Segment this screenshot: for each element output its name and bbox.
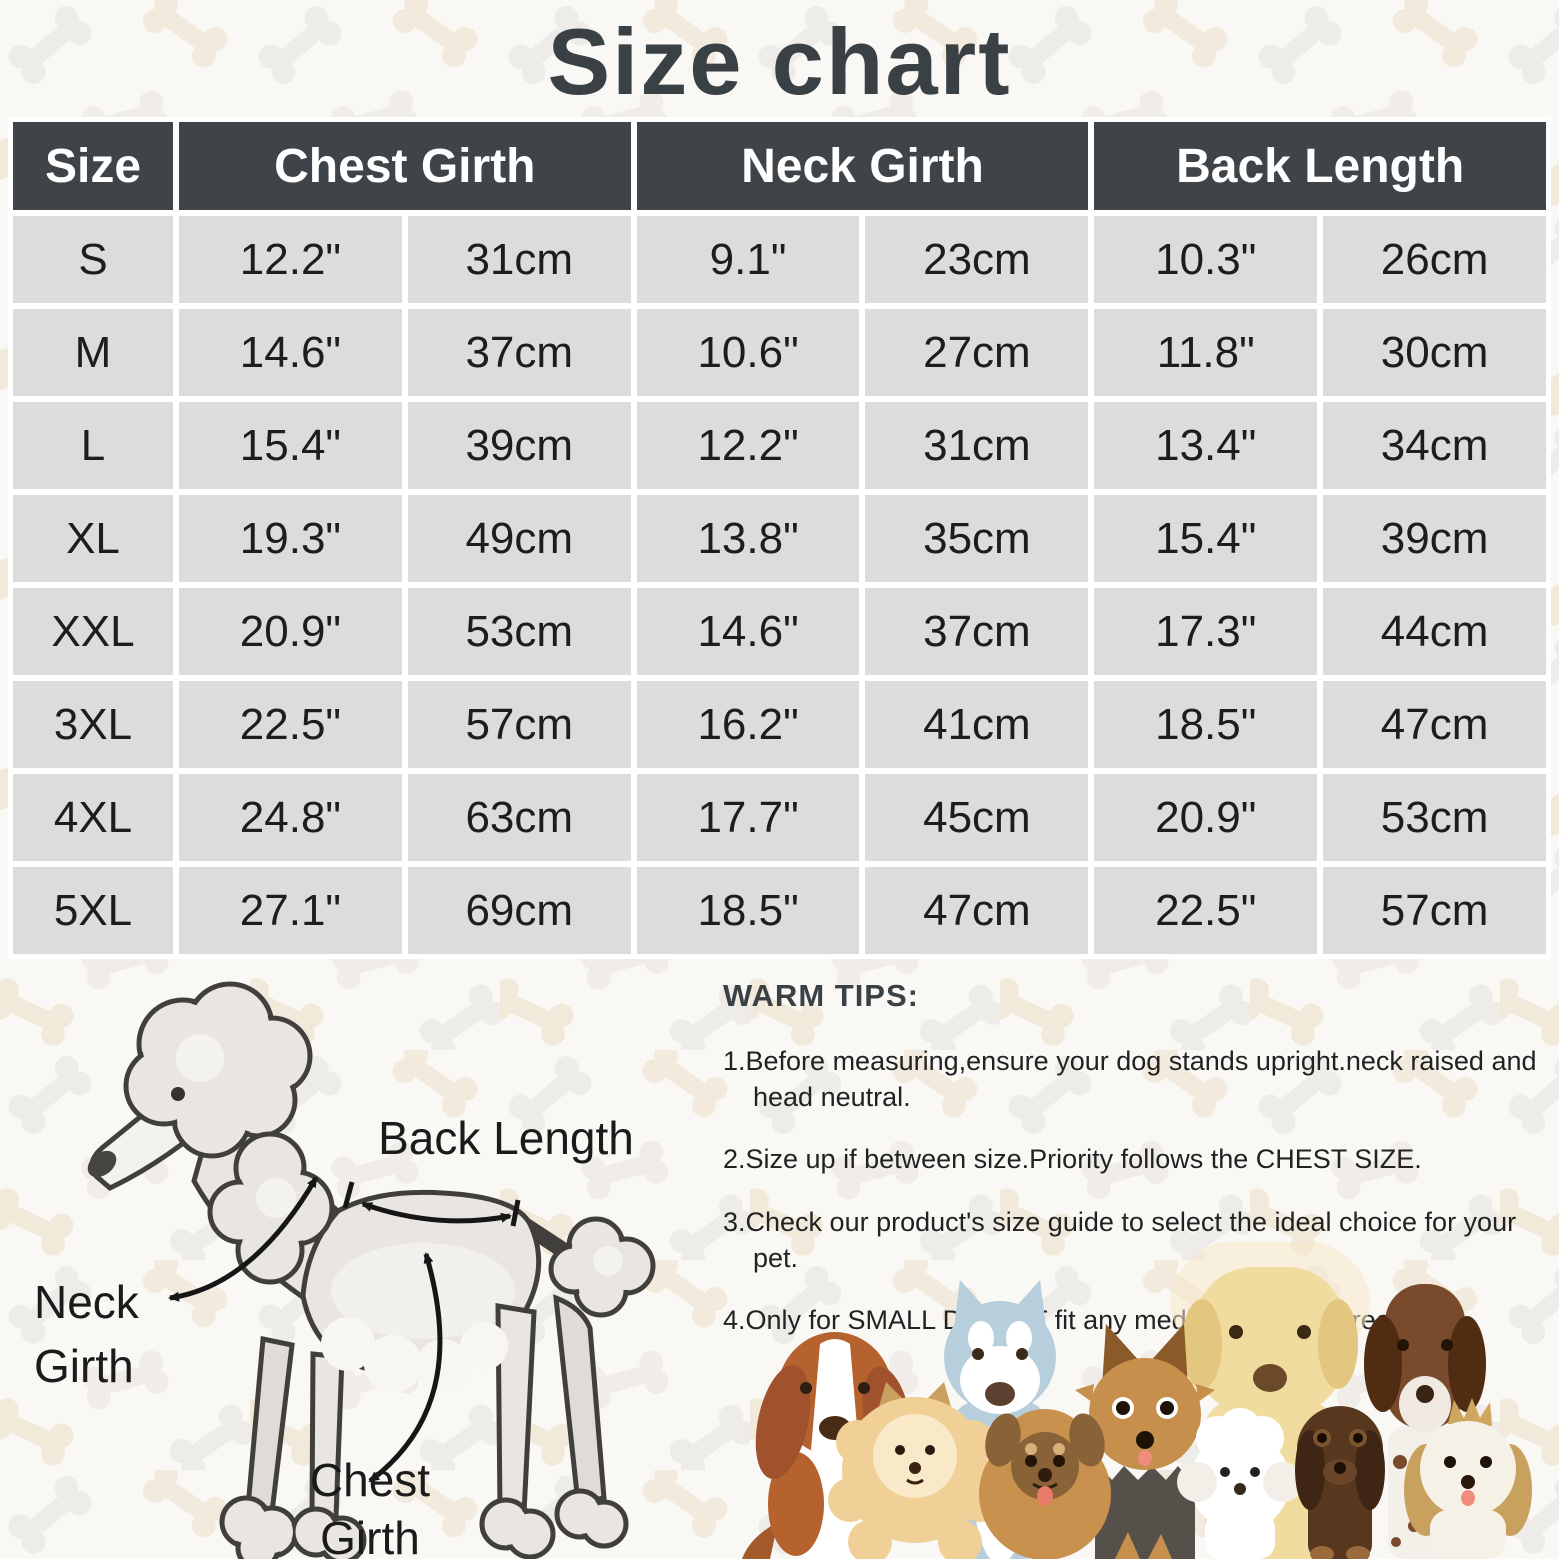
warm-tip-2: 2.Size up if between size.Priority follo… bbox=[723, 1144, 1422, 1175]
cell-back-cm: 30cm bbox=[1323, 309, 1546, 396]
back-length-tick-right bbox=[510, 1199, 521, 1227]
cell-back-inch: 22.5" bbox=[1094, 867, 1318, 954]
cell-chest-inch: 15.4" bbox=[179, 402, 402, 489]
cell-back-cm: 39cm bbox=[1323, 495, 1546, 582]
column-header-size: Size bbox=[13, 122, 173, 210]
cell-neck-inch: 18.5" bbox=[636, 867, 860, 954]
cell-chest-cm: 49cm bbox=[407, 495, 631, 582]
dogs-group-illustration bbox=[742, 1242, 1532, 1559]
cell-chest-cm: 57cm bbox=[407, 681, 631, 768]
cell-size: M bbox=[13, 309, 173, 396]
cell-chest-inch: 27.1" bbox=[179, 867, 402, 954]
cell-neck-inch: 14.6" bbox=[636, 588, 860, 675]
cell-back-inch: 17.3" bbox=[1094, 588, 1318, 675]
cell-back-inch: 20.9" bbox=[1094, 774, 1318, 861]
column-header-chest-girth: Chest Girth bbox=[179, 122, 631, 210]
cell-size: XXL bbox=[13, 588, 173, 675]
cell-chest-inch: 22.5" bbox=[179, 681, 402, 768]
cell-neck-inch: 10.6" bbox=[636, 309, 860, 396]
dog-poodle-puppy bbox=[1177, 1408, 1303, 1559]
cell-back-cm: 34cm bbox=[1323, 402, 1546, 489]
cell-chest-inch: 19.3" bbox=[179, 495, 402, 582]
cell-chest-cm: 31cm bbox=[407, 216, 631, 303]
dog-yorkshire-terrier bbox=[1075, 1324, 1215, 1559]
dog-shih-tzu bbox=[1404, 1398, 1532, 1559]
cell-neck-inch: 16.2" bbox=[636, 681, 860, 768]
cell-chest-cm: 53cm bbox=[407, 588, 631, 675]
cell-back-cm: 53cm bbox=[1323, 774, 1546, 861]
cell-neck-inch: 13.8" bbox=[636, 495, 860, 582]
column-header-neck-girth: Neck Girth bbox=[636, 122, 1089, 210]
cell-neck-cm: 35cm bbox=[865, 495, 1089, 582]
size-table: Size Chest Girth Neck Girth Back Length … bbox=[8, 117, 1551, 959]
chest-girth-label-line2: Girth bbox=[320, 1512, 420, 1559]
cell-neck-cm: 45cm bbox=[865, 774, 1089, 861]
cell-chest-inch: 14.6" bbox=[179, 309, 402, 396]
column-header-back-length: Back Length bbox=[1094, 122, 1546, 210]
cell-back-inch: 18.5" bbox=[1094, 681, 1318, 768]
neck-girth-label-line1: Neck bbox=[34, 1276, 140, 1328]
cell-neck-inch: 12.2" bbox=[636, 402, 860, 489]
cell-size: 4XL bbox=[13, 774, 173, 861]
warm-tip-3: 3.Check our product's size guide to sele… bbox=[723, 1206, 1517, 1273]
neck-girth-arrow bbox=[168, 1176, 319, 1302]
back-length-tick-left bbox=[342, 1181, 355, 1209]
cell-back-inch: 15.4" bbox=[1094, 495, 1318, 582]
chest-girth-arrow bbox=[368, 1252, 443, 1483]
warm-tips-heading: WARM TIPS: bbox=[723, 978, 919, 1013]
page-title: Size chart bbox=[547, 9, 1012, 114]
cell-size: 5XL bbox=[13, 867, 173, 954]
cell-chest-cm: 39cm bbox=[407, 402, 631, 489]
cell-neck-inch: 17.7" bbox=[636, 774, 860, 861]
back-length-arrow bbox=[361, 1201, 512, 1224]
cell-chest-cm: 63cm bbox=[407, 774, 631, 861]
cell-neck-cm: 47cm bbox=[865, 867, 1089, 954]
cell-back-cm: 26cm bbox=[1323, 216, 1546, 303]
cell-back-inch: 11.8" bbox=[1094, 309, 1318, 396]
cell-back-inch: 13.4" bbox=[1094, 402, 1318, 489]
cell-chest-cm: 69cm bbox=[407, 867, 631, 954]
cell-back-cm: 44cm bbox=[1323, 588, 1546, 675]
neck-girth-label-line2: Girth bbox=[34, 1340, 134, 1392]
cell-chest-inch: 24.8" bbox=[179, 774, 402, 861]
cell-chest-inch: 20.9" bbox=[179, 588, 402, 675]
back-length-label: Back Length bbox=[378, 1112, 634, 1164]
warm-tip-1: 1.Before measuring,ensure your dog stand… bbox=[723, 1046, 1537, 1112]
cell-neck-cm: 27cm bbox=[865, 309, 1089, 396]
cell-size: XL bbox=[13, 495, 173, 582]
poodle-measurement-diagram: Back Length Neck Girth Chest Girth bbox=[34, 981, 656, 1559]
cell-neck-cm: 31cm bbox=[865, 402, 1089, 489]
cell-size: 3XL bbox=[13, 681, 173, 768]
cell-size: S bbox=[13, 216, 173, 303]
cell-chest-cm: 37cm bbox=[407, 309, 631, 396]
cell-neck-cm: 23cm bbox=[865, 216, 1089, 303]
cell-back-cm: 47cm bbox=[1323, 681, 1546, 768]
dog-pekingese bbox=[979, 1409, 1111, 1559]
cell-back-inch: 10.3" bbox=[1094, 216, 1318, 303]
cell-back-cm: 57cm bbox=[1323, 867, 1546, 954]
cell-neck-inch: 9.1" bbox=[636, 216, 860, 303]
cell-neck-cm: 37cm bbox=[865, 588, 1089, 675]
dog-dachshund bbox=[1295, 1406, 1385, 1559]
cell-chest-inch: 12.2" bbox=[179, 216, 402, 303]
cell-neck-cm: 41cm bbox=[865, 681, 1089, 768]
cell-size: L bbox=[13, 402, 173, 489]
chest-girth-label-line1: Chest bbox=[310, 1454, 430, 1506]
